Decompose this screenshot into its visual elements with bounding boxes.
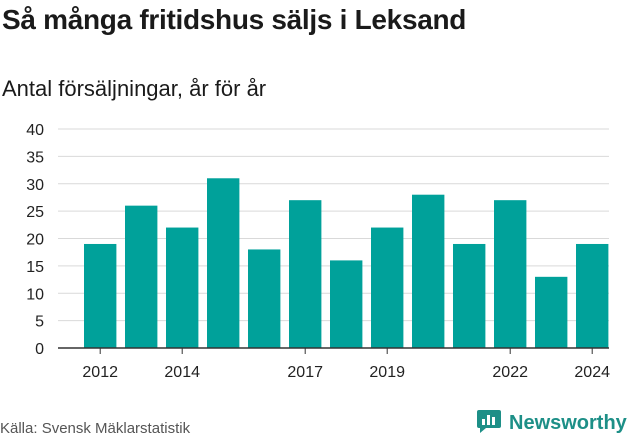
bar	[535, 276, 568, 348]
bar	[166, 227, 199, 348]
y-tick-label: 5	[35, 314, 44, 331]
x-tick-label: 2022	[492, 364, 528, 381]
bar	[371, 227, 404, 348]
y-tick-label: 35	[26, 149, 44, 166]
bar	[412, 194, 445, 348]
bar	[453, 243, 486, 348]
source-note: Källa: Svensk Mäklarstatistik	[0, 420, 191, 437]
bar	[330, 260, 363, 348]
x-tick-label: 2024	[574, 364, 610, 381]
x-tick-label: 2012	[82, 364, 118, 381]
y-tick-label: 15	[26, 259, 44, 276]
y-tick-label: 25	[26, 204, 44, 221]
bar	[248, 249, 281, 348]
bar	[289, 200, 322, 348]
y-tick-label: 0	[35, 341, 44, 358]
brand-name: Newsworthy	[509, 412, 627, 434]
y-tick-label: 40	[26, 122, 44, 139]
bar	[494, 200, 527, 348]
x-tick-label: 2017	[287, 364, 323, 381]
bar	[576, 243, 609, 348]
y-tick-label: 30	[26, 177, 44, 194]
bar-chart: 0 5 10 15 20 25 30 35 40 2012 2014 2017 2019 2022 2024	[26, 122, 610, 381]
chart-logo-icon	[476, 408, 502, 439]
x-tick-label: 2019	[369, 364, 405, 381]
x-tick-label: 2014	[164, 364, 200, 381]
y-tick-label: 10	[26, 286, 44, 303]
bar	[84, 243, 117, 348]
chart-title: Så många fritidshus säljs i Leksand	[2, 4, 467, 35]
chart-subtitle: Antal försäljningar, år för år	[2, 76, 267, 101]
bar	[207, 178, 240, 348]
bar	[125, 205, 158, 348]
brand-logo: Newsworthy	[476, 408, 627, 439]
y-tick-label: 20	[26, 232, 44, 249]
